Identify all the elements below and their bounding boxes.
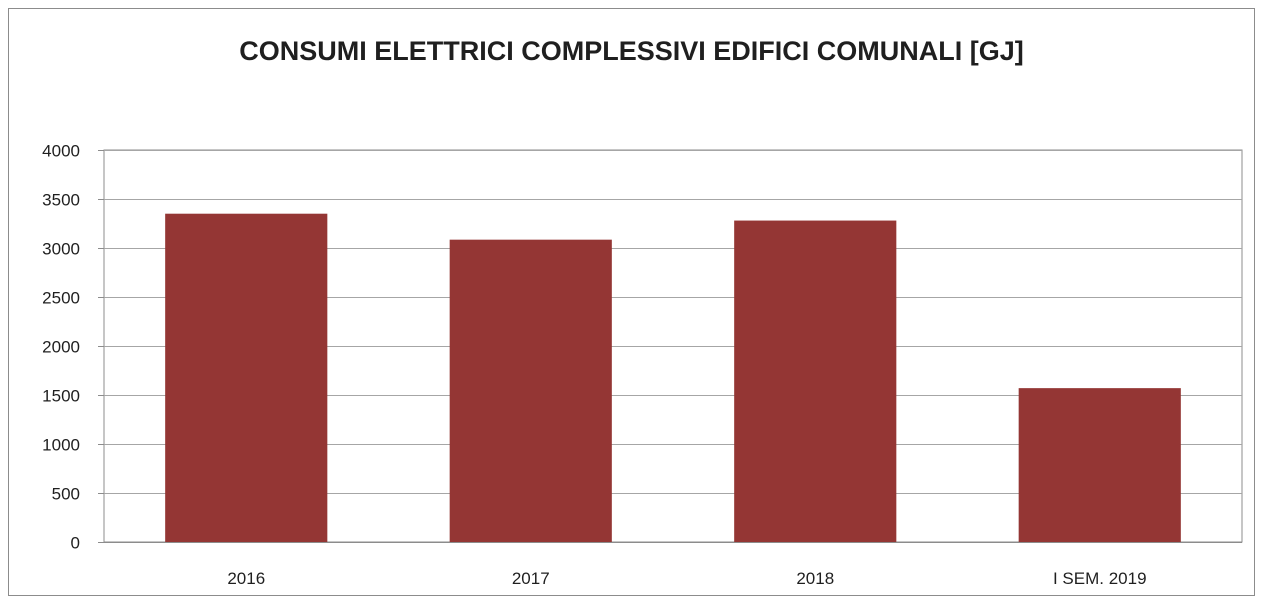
- y-tick-label: 2500: [42, 289, 80, 308]
- y-tick-label: 500: [52, 485, 80, 504]
- bar: [734, 220, 897, 542]
- y-tick-label: 3000: [42, 240, 80, 259]
- y-tick-label: 4000: [42, 142, 80, 161]
- y-tick-label: 1000: [42, 436, 80, 455]
- y-tick-label: 2000: [42, 338, 80, 357]
- bar: [1018, 388, 1181, 542]
- x-tick-label: 2017: [512, 569, 550, 588]
- bar: [165, 213, 328, 542]
- y-tick-label: 3500: [42, 191, 80, 210]
- x-tick-label: I SEM. 2019: [1053, 569, 1147, 588]
- y-tick-label: 1500: [42, 387, 80, 406]
- x-tick-label: 2018: [796, 569, 834, 588]
- bar: [449, 239, 612, 543]
- y-tick-label: 0: [71, 534, 80, 553]
- chart-title: CONSUMI ELETTRICI COMPLESSIVI EDIFICI CO…: [239, 36, 1024, 66]
- x-tick-label: 2016: [227, 569, 265, 588]
